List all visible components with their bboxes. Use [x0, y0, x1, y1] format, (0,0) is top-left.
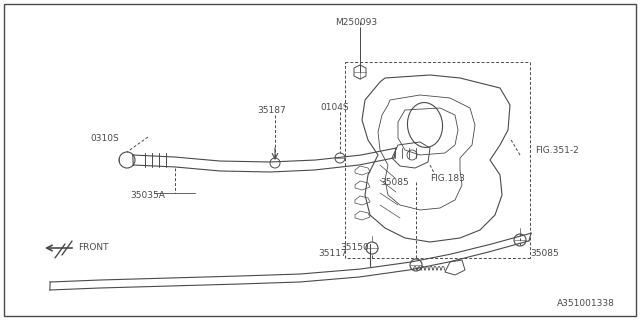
Text: 0310S: 0310S [90, 133, 119, 142]
Text: 35035A: 35035A [130, 190, 165, 199]
Text: FIG.351-2: FIG.351-2 [535, 146, 579, 155]
Text: 35187: 35187 [257, 106, 285, 115]
Text: 35150: 35150 [340, 243, 369, 252]
Text: 35117: 35117 [318, 249, 347, 258]
Text: M250093: M250093 [335, 18, 377, 27]
Text: 35085: 35085 [530, 249, 559, 258]
Text: 0104S: 0104S [320, 102, 349, 111]
Text: 35085: 35085 [380, 178, 409, 187]
Text: FRONT: FRONT [78, 244, 109, 252]
Text: FIG.183: FIG.183 [430, 173, 465, 182]
Text: A351001338: A351001338 [557, 300, 615, 308]
